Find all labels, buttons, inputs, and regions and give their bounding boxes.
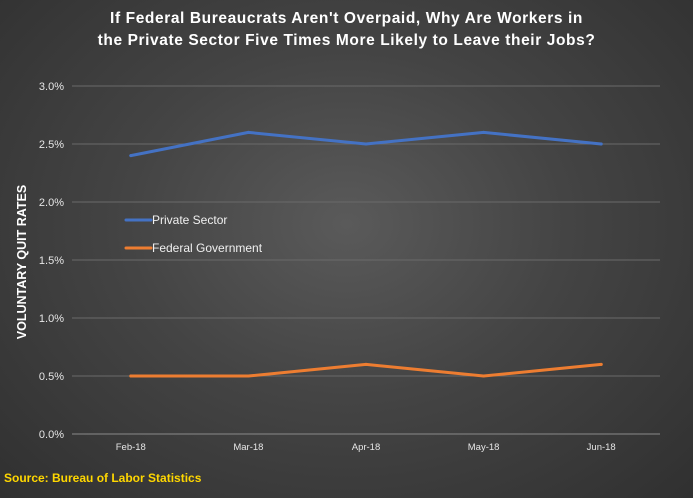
- gridlines: [72, 85, 660, 435]
- y-tick-label: 0.5%: [39, 371, 64, 383]
- data-point: [482, 130, 486, 134]
- x-tick-label: Apr-18: [352, 442, 381, 453]
- y-tick-label: 0.0%: [39, 429, 64, 441]
- x-tick-labels: Feb-18 Mar-18 Apr-18 May-18 Jun-18: [116, 442, 616, 453]
- data-point: [246, 130, 250, 134]
- chart-title-line-1: If Federal Bureaucrats Aren't Overpaid, …: [110, 10, 583, 27]
- data-point: [246, 374, 250, 378]
- legend: Private Sector Federal Government: [124, 213, 263, 255]
- legend-label: Private Sector: [152, 213, 227, 227]
- x-tick-label: Feb-18: [116, 442, 146, 453]
- data-point: [129, 154, 133, 158]
- data-point: [482, 374, 486, 378]
- x-tick-label: May-18: [468, 442, 500, 453]
- y-tick-label: 1.5%: [39, 255, 64, 267]
- y-tick-label: 2.5%: [39, 139, 64, 151]
- y-tick-labels: 0.0% 0.5% 1.0% 1.5% 2.0% 2.5% 3.0%: [39, 81, 64, 441]
- x-tick-label: Jun-18: [587, 442, 616, 453]
- data-point: [129, 374, 133, 378]
- x-tick-label: Mar-18: [233, 442, 263, 453]
- chart-title: If Federal Bureaucrats Aren't Overpaid, …: [0, 8, 693, 52]
- series-lines: [129, 130, 603, 378]
- y-axis-label: VOLUNTARY QUIT RATES: [15, 185, 29, 339]
- y-tick-label: 3.0%: [39, 81, 64, 93]
- y-tick-label: 2.0%: [39, 197, 64, 209]
- source-note: Source: Bureau of Labor Statistics: [4, 471, 202, 485]
- data-point: [364, 142, 368, 146]
- data-point: [599, 362, 603, 366]
- legend-label: Federal Government: [152, 241, 263, 255]
- data-point: [364, 362, 368, 366]
- chart-title-line-2: the Private Sector Five Times More Likel…: [97, 32, 596, 49]
- y-tick-label: 1.0%: [39, 313, 64, 325]
- series-line-federal-government: [129, 362, 603, 378]
- data-point: [599, 142, 603, 146]
